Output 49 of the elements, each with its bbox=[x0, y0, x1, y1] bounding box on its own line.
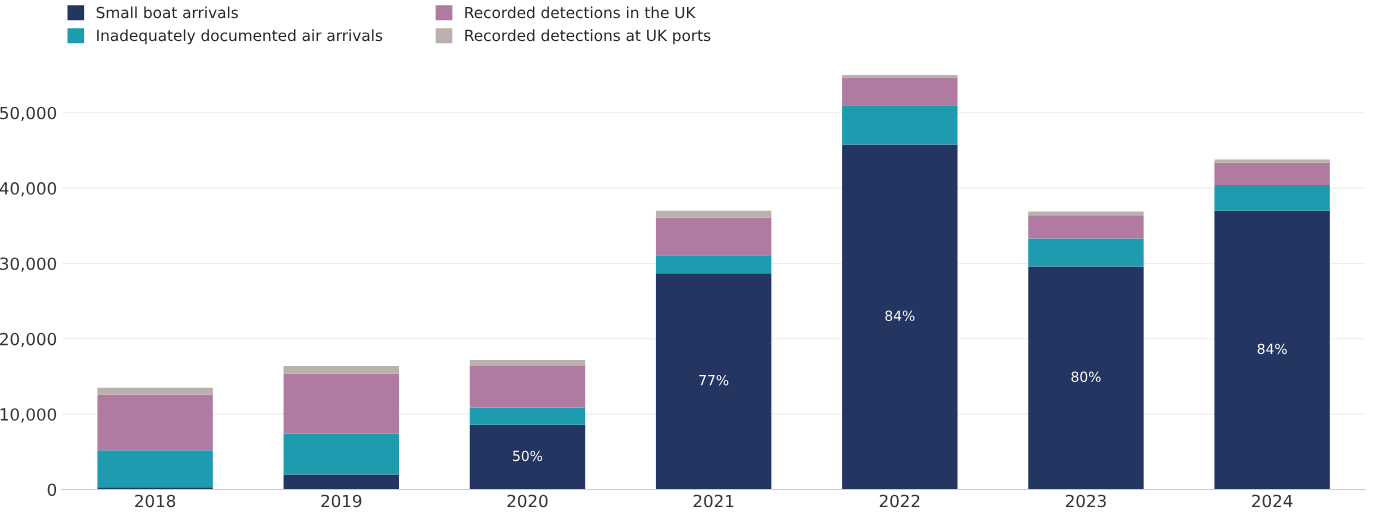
x-tick-label: 2023 bbox=[1065, 494, 1106, 508]
y-tick-label: 50,000 bbox=[0, 106, 57, 122]
legend-label: Recorded detections at UK ports bbox=[465, 29, 711, 45]
bar bbox=[283, 474, 400, 490]
bar bbox=[842, 105, 958, 145]
bar bbox=[469, 424, 586, 490]
bar bbox=[283, 373, 400, 434]
bar bbox=[1028, 211, 1144, 216]
y-tick-label: 0 bbox=[47, 483, 57, 497]
x-tick-label: 2020 bbox=[507, 494, 548, 508]
y-tick-label: 30,000 bbox=[0, 257, 57, 272]
bar bbox=[1214, 185, 1330, 211]
bar bbox=[655, 217, 772, 256]
legend-label: Inadequately documented air arrivals bbox=[97, 29, 383, 45]
x-tick-label: 2019 bbox=[321, 494, 362, 508]
bar bbox=[1214, 162, 1330, 186]
x-tick-label: 2022 bbox=[879, 494, 920, 508]
bar bbox=[97, 450, 213, 488]
x-tick-label: 2021 bbox=[693, 494, 734, 508]
bar bbox=[283, 365, 400, 374]
bar bbox=[1214, 159, 1330, 163]
bar bbox=[97, 394, 213, 451]
annotation: 84% bbox=[1257, 343, 1287, 355]
y-tick-label: 40,000 bbox=[0, 182, 57, 197]
bar bbox=[842, 78, 958, 106]
bar bbox=[842, 75, 958, 79]
bar bbox=[469, 407, 586, 425]
y-tick-label: 20,000 bbox=[0, 332, 57, 348]
legend-label: Small boat arrivals bbox=[96, 6, 238, 19]
bar bbox=[655, 255, 772, 274]
x-tick-label: 2018 bbox=[135, 494, 176, 508]
annotation: 50% bbox=[513, 450, 543, 462]
x-tick-label: 2024 bbox=[1252, 494, 1293, 508]
annotation: 84% bbox=[885, 310, 915, 321]
annotation: 77% bbox=[699, 374, 729, 386]
bar bbox=[1028, 238, 1144, 267]
bar bbox=[1028, 266, 1144, 490]
bar bbox=[469, 365, 586, 408]
bar bbox=[1214, 210, 1330, 490]
bar bbox=[655, 210, 772, 218]
bar bbox=[469, 359, 586, 366]
bar bbox=[842, 144, 958, 490]
annotation: 80% bbox=[1071, 371, 1101, 383]
legend-label: Recorded detections in the UK bbox=[465, 6, 696, 19]
bar bbox=[97, 387, 213, 395]
bar bbox=[655, 273, 772, 490]
y-tick-label: 10,000 bbox=[0, 408, 57, 423]
bar bbox=[1028, 215, 1144, 239]
bar bbox=[283, 433, 400, 475]
